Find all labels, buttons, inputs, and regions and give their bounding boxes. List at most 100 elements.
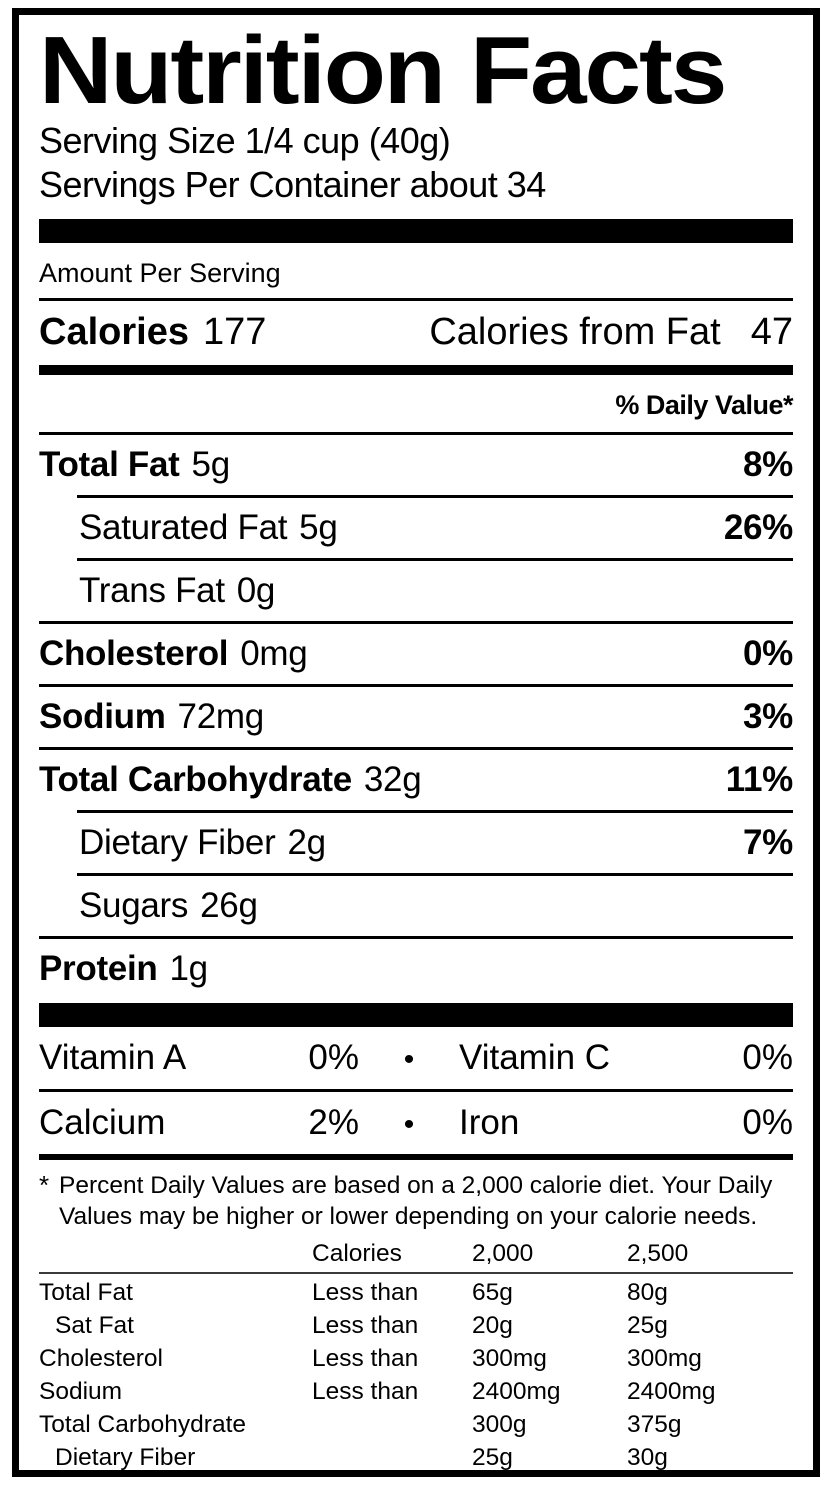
nutrient-name: Trans Fat <box>79 571 225 610</box>
footnote-table-row: Cholesterol Less than 300mg 300mg <box>39 1342 793 1375</box>
nutrient-name: Dietary Fiber <box>79 823 276 862</box>
table-cell: Dietary Fiber <box>55 1444 196 1471</box>
nutrient-daily-value: 7% <box>743 823 793 862</box>
nutrient-name: Sugars <box>79 886 189 925</box>
header-cell: Calories <box>312 1240 402 1267</box>
footnote-text: * Percent Daily Values are based on a 2,… <box>39 1170 793 1232</box>
nutrient-daily-value: 8% <box>743 445 793 484</box>
nutrient-name: Total Carbohydrate <box>39 760 352 799</box>
divider <box>77 810 793 813</box>
table-cell <box>312 1441 472 1474</box>
amount-per-serving: Amount Per Serving <box>39 258 281 288</box>
table-cell: 2400mg <box>472 1378 561 1405</box>
bullet-separator: • <box>403 1043 415 1076</box>
nutrient-daily-value: 26% <box>723 508 793 547</box>
nutrient-name: Total Fat <box>39 445 180 484</box>
footnote-table-row: Dietary Fiber 25g 30g <box>39 1441 793 1474</box>
table-cell: 65g <box>472 1279 513 1306</box>
table-cell: Less than <box>312 1378 419 1405</box>
table-cell: 25g <box>472 1444 513 1471</box>
nutrient-row: Total Fat 5g 8% <box>39 435 793 495</box>
nutrient-row: Sodium 72mg 3% <box>39 687 793 747</box>
nutrient-row: Protein 1g <box>39 939 793 999</box>
nutrient-name: Protein <box>39 949 158 988</box>
nutrient-name: Saturated Fat <box>79 508 288 547</box>
nutrient-daily-value: 3% <box>743 697 793 736</box>
table-cell: Less than <box>312 1279 419 1306</box>
footnote-table: Calories 2,000 2,500 Total Fat Less than… <box>39 1237 793 1474</box>
calories-label: Calories <box>39 311 189 353</box>
header-cell-empty <box>39 1237 312 1270</box>
daily-value-header: % Daily Value* <box>615 390 793 420</box>
table-cell: 300mg <box>627 1345 702 1372</box>
calories-from-fat-label: Calories from Fat <box>429 311 721 353</box>
divider <box>39 298 793 301</box>
nutrient-amount: 5g <box>299 508 338 547</box>
vitamin-name: Calcium <box>39 1103 166 1142</box>
nutrient-amount: 0g <box>236 571 276 610</box>
nutrient-row: Saturated Fat 5g 26% <box>39 498 793 558</box>
table-cell: 80g <box>627 1279 668 1306</box>
table-cell: Less than <box>312 1345 419 1372</box>
nutrient-amount: 26g <box>200 886 258 925</box>
nutrition-facts-label: Nutrition Facts Serving Size 1/4 cup (40… <box>12 8 820 1477</box>
vitamin-name: Vitamin C <box>459 1038 611 1077</box>
table-cell: 300g <box>472 1411 527 1438</box>
vitamin-value: 0% <box>742 1038 793 1077</box>
vitamin-name: Vitamin A <box>39 1038 187 1077</box>
table-cell: 2400mg <box>627 1378 716 1405</box>
nutrient-amount: 5g <box>191 445 231 484</box>
header-cell: 2,000 <box>472 1240 534 1267</box>
nutrient-amount: 32g <box>363 760 422 799</box>
vitamin-value: 0% <box>308 1038 359 1077</box>
divider <box>39 1089 793 1092</box>
nutrient-amount: 0mg <box>240 634 308 673</box>
medium-divider <box>39 365 793 375</box>
table-cell: Sat Fat <box>55 1312 134 1339</box>
nutrient-daily-value: 0% <box>743 634 793 673</box>
divider <box>77 495 793 498</box>
footnote-table-row: Total Carbohydrate 300g 375g <box>39 1408 793 1441</box>
serving-size: Serving Size 1/4 cup (40g) <box>39 120 451 161</box>
table-cell: Sodium <box>39 1378 123 1405</box>
nutrient-amount: 1g <box>169 949 208 988</box>
table-cell: 300mg <box>472 1345 547 1372</box>
nutrient-row: Dietary Fiber 2g 7% <box>39 813 793 873</box>
thick-divider-top <box>39 219 793 243</box>
header-cell: 2,500 <box>627 1240 689 1267</box>
divider <box>39 1272 793 1274</box>
table-cell: 25g <box>627 1312 668 1339</box>
table-cell: 375g <box>627 1411 682 1438</box>
footnote-table-header: Calories 2,000 2,500 <box>39 1237 793 1270</box>
table-cell: Total Carbohydrate <box>39 1411 247 1438</box>
nutrient-daily-value: 11% <box>725 760 794 799</box>
divider <box>39 936 793 939</box>
nutrient-row: Total Carbohydrate 32g 11% <box>39 750 793 810</box>
nutrient-row: Sugars 26g <box>39 876 793 936</box>
calories-row: Calories 177 Calories from Fat 47 <box>39 301 793 365</box>
label-title: Nutrition Facts <box>39 17 727 124</box>
footnote: * Percent Daily Values are based on a 2,… <box>39 1170 793 1474</box>
asterisk: * <box>39 1170 50 1200</box>
nutrient-row: Cholesterol 0mg 0% <box>39 624 793 684</box>
thick-divider-bottom <box>39 1003 793 1027</box>
nutrient-amount: 72mg <box>177 697 265 736</box>
divider <box>39 747 793 750</box>
nutrient-row: Trans Fat 0g <box>39 561 793 621</box>
vitamin-name: Iron <box>459 1103 520 1142</box>
footnote-body: Percent Daily Values are based on a 2,00… <box>59 1172 773 1230</box>
table-cell: 30g <box>627 1444 668 1471</box>
divider <box>77 558 793 561</box>
calories-value: 177 <box>202 311 267 353</box>
servings-per-container: Servings Per Container about 34 <box>39 164 546 205</box>
vitamin-value: 2% <box>308 1103 359 1142</box>
table-cell: Total Fat <box>39 1279 133 1306</box>
vitamins-row: Calcium 2% • Iron 0% <box>39 1092 793 1154</box>
divider <box>39 621 793 624</box>
nutrient-name: Sodium <box>39 697 166 736</box>
divider <box>77 873 793 876</box>
footnote-table-row: Sodium Less than 2400mg 2400mg <box>39 1375 793 1408</box>
divider <box>39 432 793 435</box>
table-cell <box>312 1408 472 1441</box>
calories-from-fat-value: 47 <box>750 311 793 353</box>
